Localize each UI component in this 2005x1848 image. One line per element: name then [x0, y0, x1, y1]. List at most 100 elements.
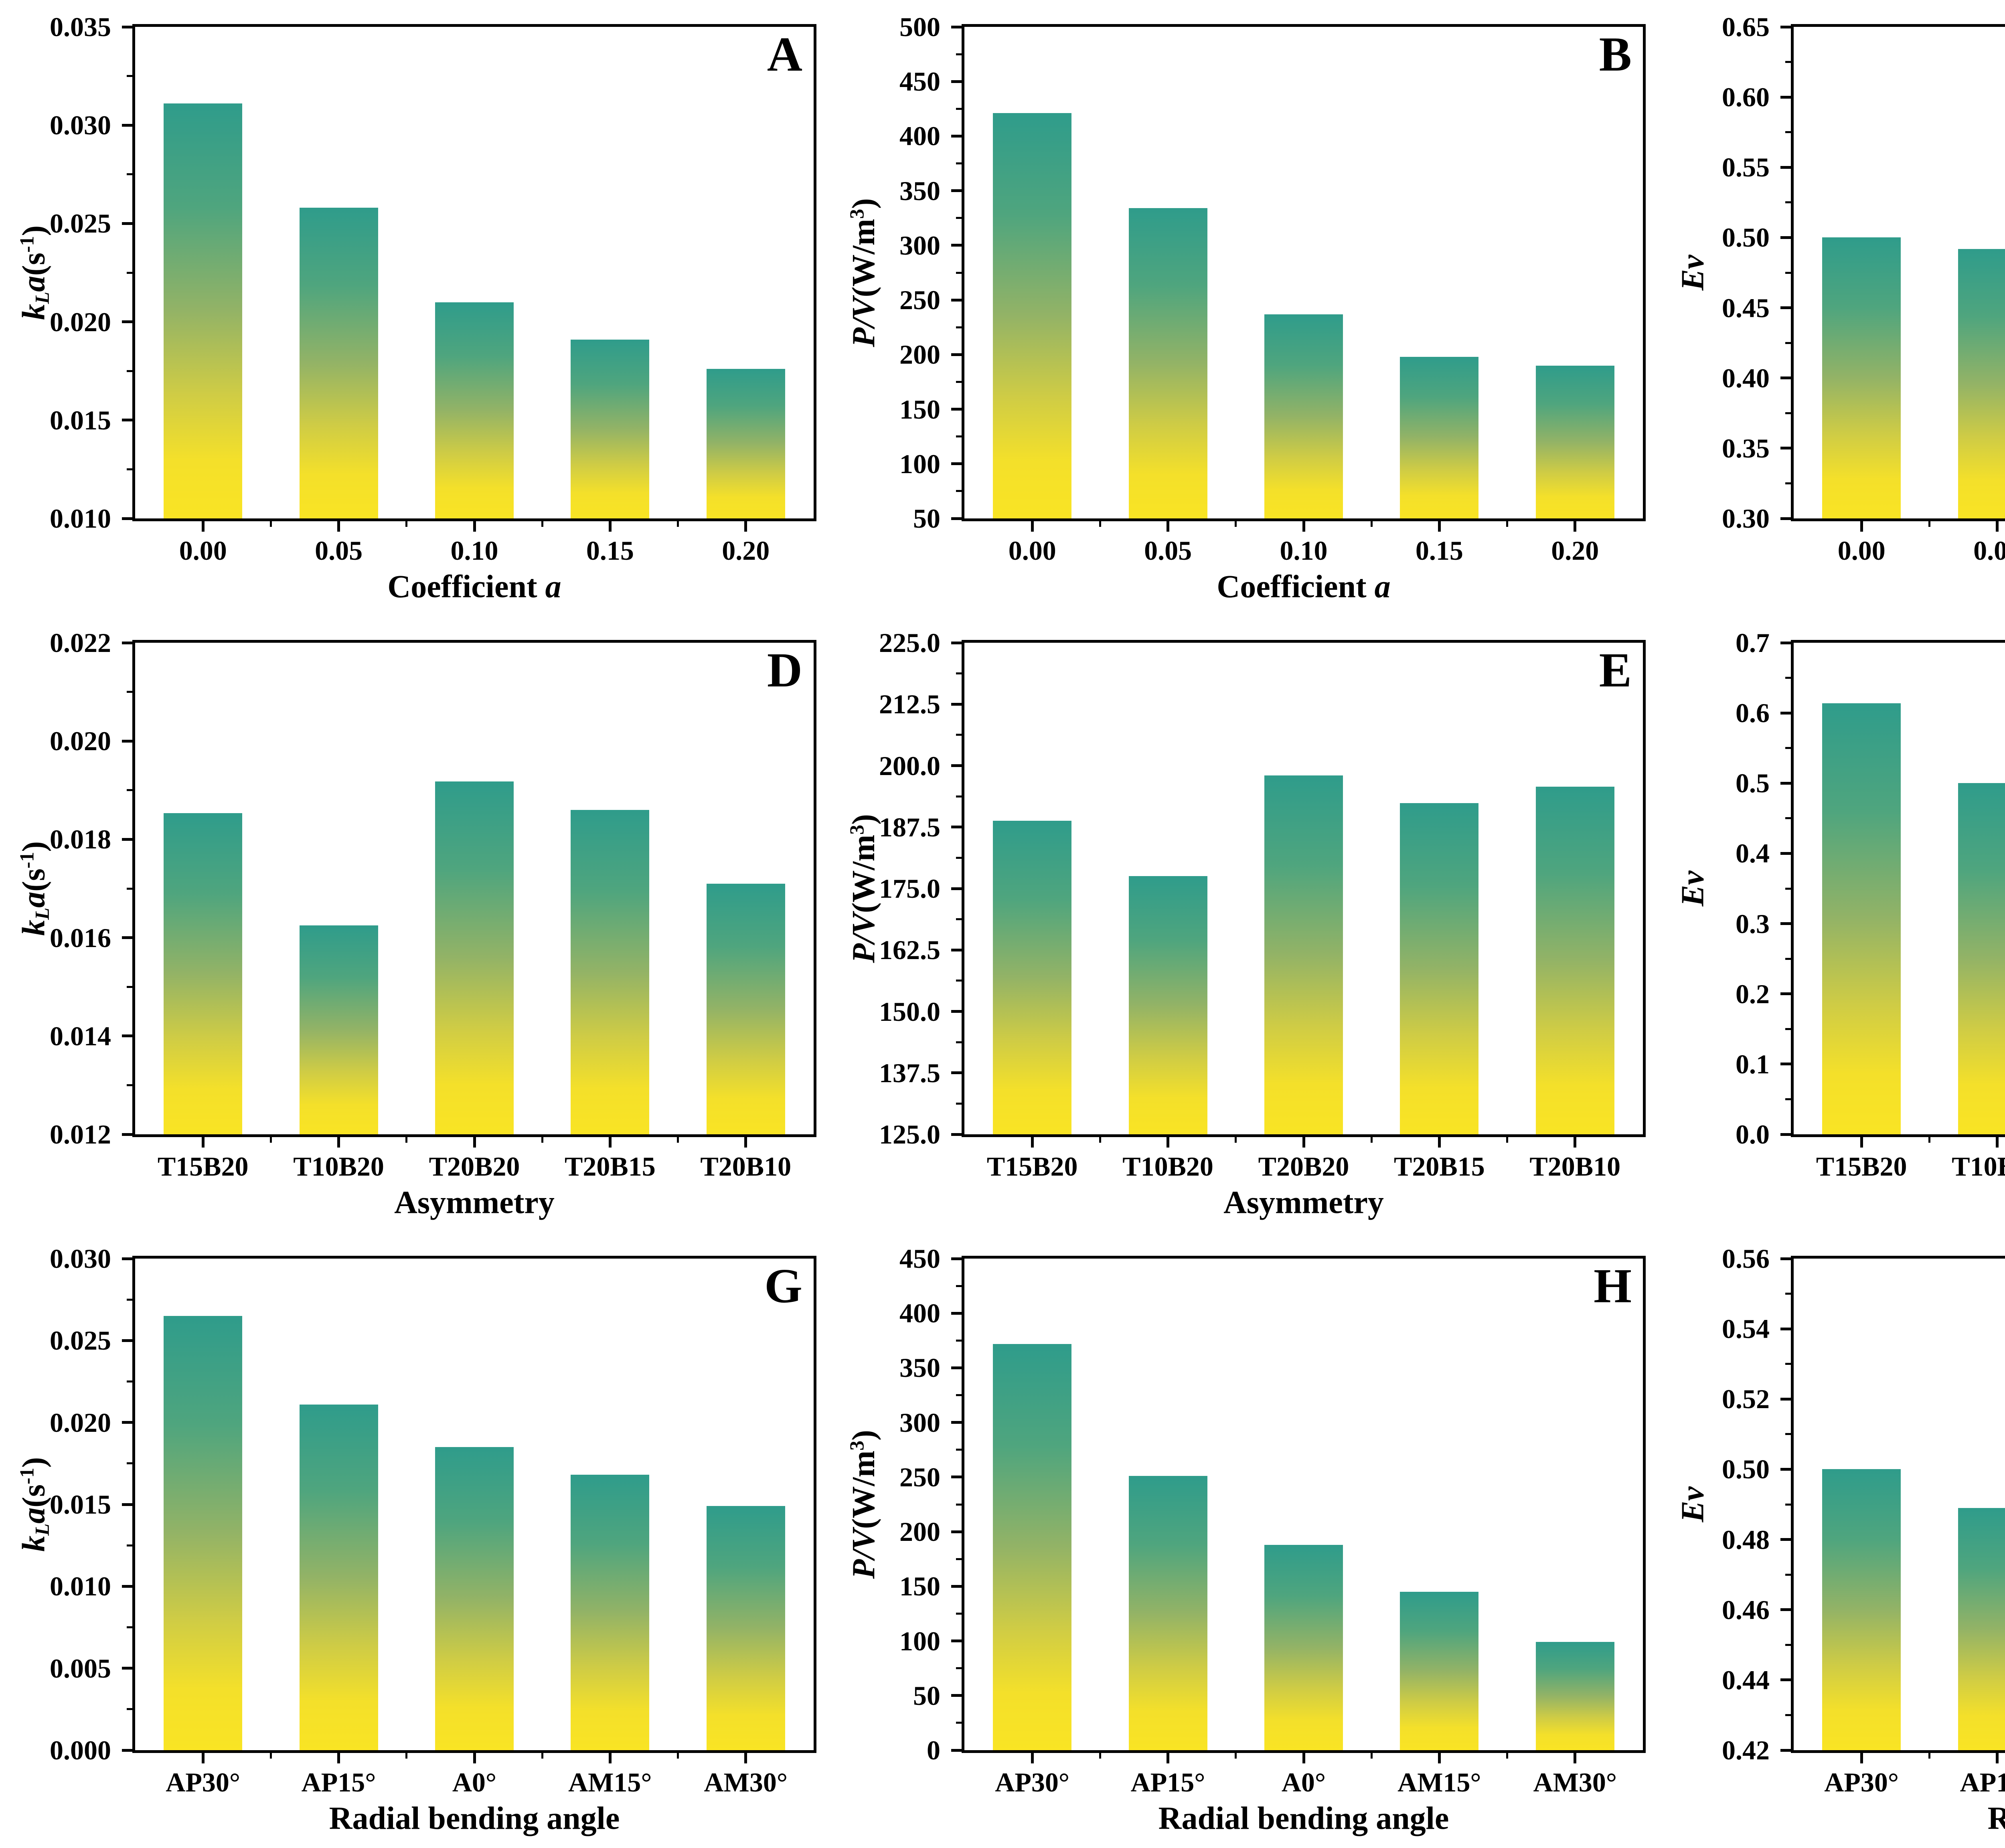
y-minor-tick [956, 795, 962, 797]
x-minor-tick [541, 1137, 543, 1143]
y-minor-tick [956, 1449, 962, 1451]
y-major-tick [122, 1749, 132, 1752]
y-minor-tick [956, 1285, 962, 1287]
y-tick-label: 0.44 [1722, 1664, 1770, 1695]
y-major-tick [1780, 166, 1791, 169]
y-major-tick [122, 25, 132, 28]
y-minor-tick [1785, 61, 1791, 63]
y-major-tick [951, 80, 962, 83]
y-minor-tick [127, 1380, 132, 1382]
x-tick-label: AP15° [301, 1767, 376, 1797]
bar-AP15° [1958, 1508, 2005, 1750]
x-tick-label: 0.05 [1973, 535, 2005, 566]
y-axis-title-segment: 3 [845, 1440, 868, 1451]
y-minor-tick [956, 1503, 962, 1506]
y-minor-tick [956, 672, 962, 675]
panel-H: 0 50 100 150 200 250 300 350 400 450 AP30° AP15° A0°… [829, 1232, 1659, 1848]
panel-letter-A: A [767, 27, 802, 81]
x-major-tick [1574, 521, 1577, 532]
x-major-tick [1031, 1753, 1034, 1763]
y-axis-title: P/V(W/m3) [845, 814, 882, 963]
y-major-tick [951, 517, 962, 520]
y-minor-tick [956, 271, 962, 274]
x-major-tick [337, 521, 340, 532]
y-tick-label: 300 [899, 230, 940, 261]
y-axis-title-segment: V [846, 297, 882, 319]
y-minor-tick [127, 789, 132, 791]
y-minor-tick [956, 326, 962, 328]
bar-T20B20 [435, 781, 514, 1134]
y-tick-label: 50 [913, 1680, 940, 1711]
y-axis-title-segment: v [1675, 870, 1711, 885]
bar-AM15° [1400, 1592, 1479, 1750]
plot-area-E: 125.0 137.5 150.0 162.5 175.0 187.5 200.0 212.5… [879, 627, 1646, 1182]
y-major-tick [1780, 447, 1791, 450]
y-tick-label: 0.010 [50, 1571, 111, 1602]
y-tick-label: 0.025 [50, 208, 111, 239]
x-major-tick [1860, 1137, 1863, 1148]
y-major-tick [951, 353, 962, 356]
bar-AM15° [571, 1475, 650, 1750]
y-minor-tick [1785, 1363, 1791, 1365]
y-tick-label: 100 [899, 1625, 940, 1656]
y-major-tick [1780, 1749, 1791, 1752]
y-tick-label: 0.014 [50, 1020, 111, 1051]
y-minor-tick [1785, 1028, 1791, 1030]
y-tick-label: 0.0 [1736, 1119, 1770, 1150]
x-tick-label: A0° [1281, 1767, 1326, 1797]
y-minor-tick [956, 217, 962, 219]
bar-T20B20 [1264, 775, 1343, 1134]
x-major-tick [744, 521, 747, 532]
x-axis-title-segment: Coefficient [1217, 569, 1375, 605]
x-axis-title-segment: a [545, 569, 561, 605]
y-axis-title-segment: v [1675, 255, 1711, 269]
y-tick-label: 175.0 [879, 873, 940, 904]
x-major-tick [473, 1137, 476, 1148]
y-axis-title-segment: -1 [16, 852, 38, 868]
y-major-tick [951, 1257, 962, 1260]
plot-area-D: 0.012 0.014 0.016 0.018 0.020 0.022 T15B20 T10B… [50, 627, 816, 1182]
y-major-tick [951, 408, 962, 411]
y-major-tick [951, 1010, 962, 1013]
y-axis-title-segment: a [16, 891, 52, 908]
x-tick-label: 0.05 [1144, 535, 1192, 566]
x-minor-tick [677, 521, 679, 527]
bar-AP30° [1822, 1469, 1901, 1750]
x-axis-title: Asymmetry [1223, 1185, 1384, 1221]
y-tick-label: 0.025 [50, 1325, 111, 1356]
y-major-tick [122, 419, 132, 422]
x-minor-tick [1928, 521, 1930, 527]
x-major-tick [1167, 1753, 1170, 1763]
x-minor-tick [1099, 1753, 1101, 1759]
x-tick-label: T10B20 [1952, 1151, 2005, 1182]
y-major-tick [1780, 95, 1791, 99]
y-major-tick [951, 1421, 962, 1424]
y-tick-label: 350 [899, 175, 940, 206]
x-major-tick [201, 521, 205, 532]
y-tick-label: 400 [899, 121, 940, 152]
y-axis-title-segment: ) [846, 814, 882, 825]
x-tick-label: AM15° [568, 1767, 652, 1797]
y-axis-title-segment: / [846, 934, 882, 943]
x-minor-tick [1235, 521, 1237, 527]
x-major-tick [337, 1137, 340, 1148]
x-minor-tick [1099, 1137, 1101, 1143]
bar-0.10 [435, 302, 514, 518]
bar-T20B10 [1535, 787, 1614, 1134]
y-minor-tick [956, 1339, 962, 1342]
x-tick-label: 0.00 [1008, 535, 1056, 566]
y-minor-tick [1785, 271, 1791, 274]
x-axis-title-segment: Radial bending angle [1987, 1801, 2005, 1836]
bar-A0° [1264, 1544, 1343, 1750]
x-axis-title-segment: Asymmetry [1223, 1185, 1384, 1221]
x-axis-title-segment: a [1374, 569, 1391, 605]
bar-A0° [435, 1447, 514, 1750]
y-tick-label: 125.0 [879, 1119, 940, 1150]
x-tick-label: A0° [452, 1767, 497, 1797]
y-major-tick [1780, 641, 1791, 644]
y-major-tick [951, 462, 962, 466]
x-minor-tick [1506, 1137, 1509, 1143]
y-major-tick [1780, 1538, 1791, 1541]
y-major-tick [951, 1585, 962, 1588]
plot-area-B: 50 100 150 200 250 300 350 400 450 500 0.00 0.05 0.1… [899, 12, 1646, 566]
